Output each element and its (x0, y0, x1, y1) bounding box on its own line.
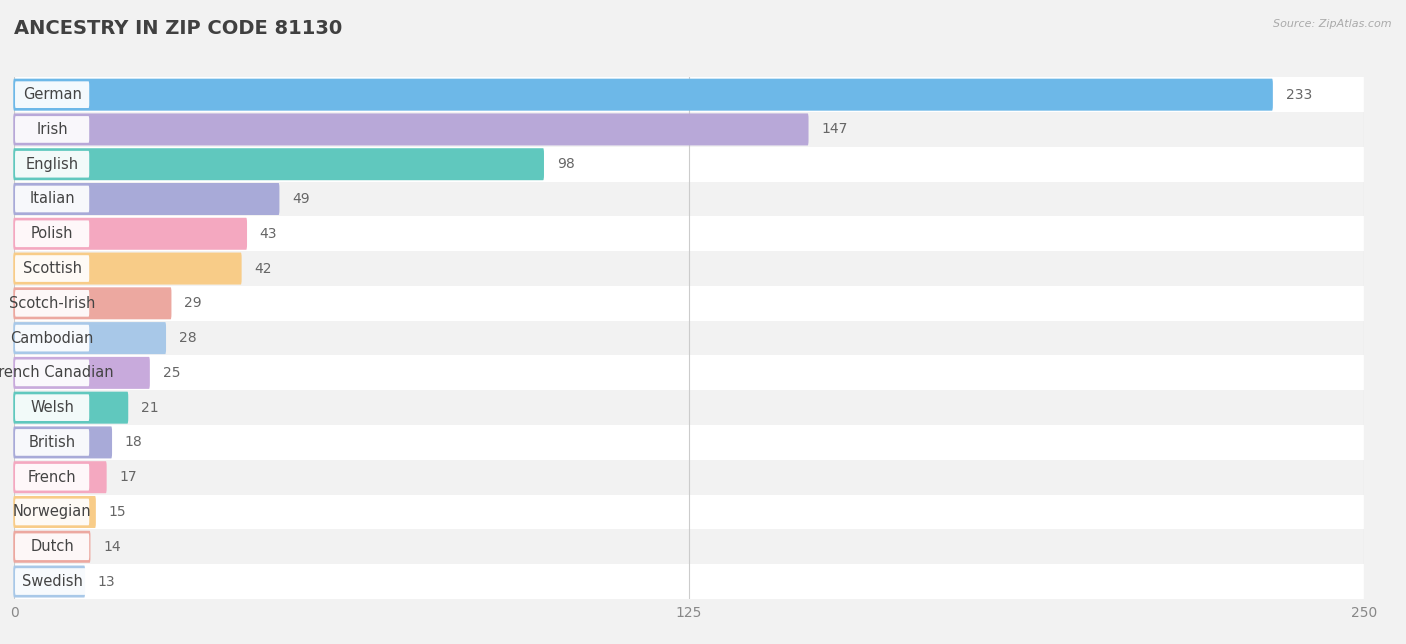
FancyBboxPatch shape (15, 255, 89, 282)
FancyBboxPatch shape (13, 461, 107, 493)
Text: Italian: Italian (30, 191, 75, 207)
Text: Norwegian: Norwegian (13, 504, 91, 520)
Text: 18: 18 (125, 435, 142, 450)
Text: 29: 29 (184, 296, 201, 310)
Text: Scotch-Irish: Scotch-Irish (8, 296, 96, 311)
Text: 233: 233 (1285, 88, 1312, 102)
Text: French Canadian: French Canadian (0, 365, 114, 381)
Bar (14, 77, 1364, 112)
Text: German: German (22, 87, 82, 102)
Text: Cambodian: Cambodian (10, 330, 94, 346)
FancyBboxPatch shape (13, 565, 84, 598)
FancyBboxPatch shape (13, 183, 280, 215)
Bar (14, 495, 1364, 529)
Bar (14, 216, 1364, 251)
FancyBboxPatch shape (13, 496, 96, 528)
Text: 13: 13 (98, 574, 115, 589)
FancyBboxPatch shape (13, 357, 150, 389)
Bar (14, 460, 1364, 495)
FancyBboxPatch shape (15, 498, 89, 526)
Bar (14, 425, 1364, 460)
FancyBboxPatch shape (15, 116, 89, 143)
FancyBboxPatch shape (13, 531, 90, 563)
FancyBboxPatch shape (13, 218, 247, 250)
FancyBboxPatch shape (13, 426, 112, 459)
FancyBboxPatch shape (13, 113, 808, 146)
Text: Irish: Irish (37, 122, 67, 137)
Text: 49: 49 (292, 192, 309, 206)
Text: 14: 14 (103, 540, 121, 554)
Text: 17: 17 (120, 470, 136, 484)
Bar (14, 529, 1364, 564)
Bar (14, 147, 1364, 182)
Bar (14, 112, 1364, 147)
Text: 15: 15 (108, 505, 127, 519)
Bar (14, 321, 1364, 355)
Text: Dutch: Dutch (31, 539, 75, 554)
Text: 98: 98 (557, 157, 575, 171)
Text: 25: 25 (163, 366, 180, 380)
Text: 147: 147 (821, 122, 848, 137)
Text: 28: 28 (179, 331, 197, 345)
Bar (14, 355, 1364, 390)
FancyBboxPatch shape (15, 81, 89, 108)
Text: British: British (28, 435, 76, 450)
FancyBboxPatch shape (15, 533, 89, 560)
Text: Source: ZipAtlas.com: Source: ZipAtlas.com (1274, 19, 1392, 30)
FancyBboxPatch shape (13, 287, 172, 319)
FancyBboxPatch shape (13, 148, 544, 180)
FancyBboxPatch shape (13, 392, 128, 424)
FancyBboxPatch shape (15, 325, 89, 352)
FancyBboxPatch shape (15, 394, 89, 421)
Bar (14, 564, 1364, 599)
Bar (14, 286, 1364, 321)
Bar (14, 390, 1364, 425)
FancyBboxPatch shape (15, 290, 89, 317)
Text: Polish: Polish (31, 226, 73, 242)
Text: Welsh: Welsh (30, 400, 75, 415)
FancyBboxPatch shape (15, 185, 89, 213)
Bar (14, 182, 1364, 216)
Text: 42: 42 (254, 261, 271, 276)
Text: 43: 43 (260, 227, 277, 241)
FancyBboxPatch shape (13, 79, 1272, 111)
Text: 21: 21 (141, 401, 159, 415)
Text: Scottish: Scottish (22, 261, 82, 276)
Text: French: French (28, 469, 76, 485)
Text: Swedish: Swedish (21, 574, 83, 589)
FancyBboxPatch shape (15, 151, 89, 178)
Bar (14, 251, 1364, 286)
Text: ANCESTRY IN ZIP CODE 81130: ANCESTRY IN ZIP CODE 81130 (14, 19, 342, 39)
FancyBboxPatch shape (15, 220, 89, 247)
FancyBboxPatch shape (15, 568, 89, 595)
Text: English: English (25, 156, 79, 172)
FancyBboxPatch shape (13, 322, 166, 354)
FancyBboxPatch shape (15, 429, 89, 456)
FancyBboxPatch shape (13, 252, 242, 285)
FancyBboxPatch shape (15, 359, 89, 386)
FancyBboxPatch shape (15, 464, 89, 491)
